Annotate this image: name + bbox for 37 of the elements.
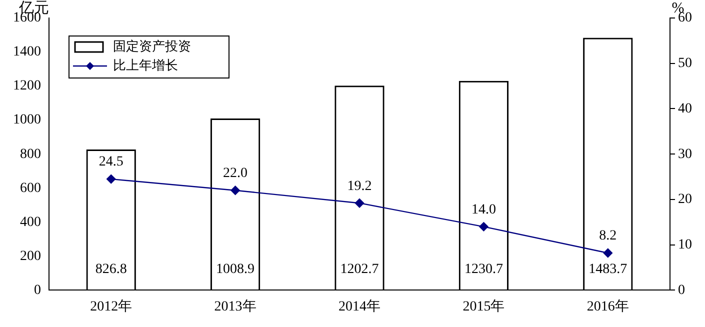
data-label: 1483.7 bbox=[588, 262, 628, 277]
x-tick-label: 2015年 bbox=[462, 298, 505, 314]
y-tick-label: 800 bbox=[20, 146, 41, 162]
y-tick-label: 400 bbox=[20, 214, 41, 230]
y2-tick-label: 50 bbox=[678, 56, 692, 72]
data-label: 22.0 bbox=[223, 166, 248, 182]
y2-tick-label: 0 bbox=[678, 282, 685, 298]
data-label: 19.2 bbox=[347, 178, 372, 194]
point bbox=[106, 174, 116, 184]
data-label: 8.2 bbox=[599, 228, 617, 244]
legend-label: 固定资产投资 bbox=[113, 38, 191, 54]
y-tick-label: 1000 bbox=[13, 112, 41, 128]
y-tick-label: 1600 bbox=[13, 10, 41, 26]
y-tick-label: 600 bbox=[20, 180, 41, 196]
y2-tick-label: 20 bbox=[678, 192, 692, 208]
data-label: 1202.7 bbox=[340, 262, 379, 277]
x-tick-label: 2012年 bbox=[90, 298, 132, 314]
data-label: 14.0 bbox=[471, 202, 496, 218]
data-label: 24.5 bbox=[98, 154, 124, 170]
point bbox=[479, 222, 488, 232]
x-tick-label: 2013年 bbox=[214, 298, 256, 314]
y-tick-label: 1200 bbox=[13, 78, 41, 94]
y-tick-label: 1400 bbox=[13, 44, 41, 60]
data-label: 826.8 bbox=[95, 262, 127, 277]
point bbox=[603, 248, 612, 258]
y2-tick-label: 10 bbox=[678, 238, 692, 253]
y-tick-label: 0 bbox=[34, 282, 41, 298]
x-tick-label: 2014年 bbox=[338, 298, 380, 314]
data-label: 1230.7 bbox=[464, 262, 503, 277]
point bbox=[354, 198, 364, 208]
y-tick-label: 200 bbox=[20, 248, 41, 264]
point bbox=[230, 186, 240, 195]
y2-tick-label: 30 bbox=[678, 146, 692, 162]
legend-label: 比上年增长 bbox=[113, 57, 178, 72]
y2-tick-label: 40 bbox=[678, 101, 692, 116]
data-label: 1008.9 bbox=[216, 262, 255, 277]
x-tick-label: 2016年 bbox=[586, 298, 629, 314]
